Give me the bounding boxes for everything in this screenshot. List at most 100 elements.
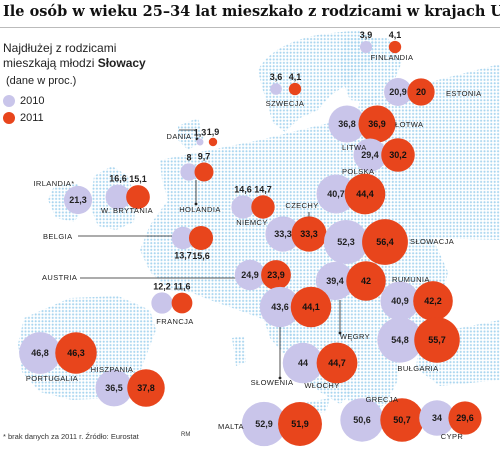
country-label-finlandia: FINLANDIA [371, 53, 414, 62]
value-2011-rumunia: 42,2 [424, 296, 442, 306]
country-holandia: 8 9,7 HOLANDIA [179, 152, 220, 214]
bubble-2010-portugalia [19, 332, 61, 374]
country-label-dania: DANIA [167, 132, 192, 141]
legend-label-2011: 2011 [20, 112, 44, 124]
legend-swatch-2011 [3, 112, 15, 125]
bubble-2010-litwa [353, 138, 387, 172]
country-label-szwecja: SZWECJA [266, 99, 305, 108]
bubble-2010-słowacja [323, 219, 369, 265]
value-2010-polska: 40,7 [327, 189, 345, 199]
country-label-w-brytania: W. BRYTANIA [101, 206, 153, 215]
value-2010-austria: 24,9 [241, 270, 259, 280]
bubble-2010-finlandia [359, 40, 373, 54]
country-label-włochy: WŁOCHY [304, 381, 339, 390]
value-2011-austria: 23,9 [267, 270, 285, 280]
value-2011-łotwa: 36,9 [368, 119, 386, 129]
value-2010-bułgaria: 54,8 [391, 335, 409, 345]
country-label-litwa: LITWA [342, 143, 367, 152]
bubble-2010-belgia [171, 226, 195, 250]
country-label-estonia: ESTONIA [446, 89, 482, 98]
legend-item-2010: 2010 [3, 95, 44, 108]
bubble-2010-rumunia [380, 281, 420, 321]
value-2011-malta: 51,9 [291, 419, 309, 429]
country-słowenia: 43,6 44,1 SŁOWENIA [251, 286, 332, 387]
value-2010-finlandia: 3,9 [360, 30, 373, 40]
bubble-2010-malta [241, 401, 287, 447]
bubble-2011-estonia [407, 78, 435, 106]
country-label-polska: POLSKA [342, 167, 374, 176]
bubble-2010-austria [234, 259, 266, 291]
bubble-2011-belgia [188, 225, 214, 251]
value-2011-w-brytania: 15,1 [129, 174, 147, 184]
country-malta: 52,9 51,9 MALTA [218, 401, 322, 447]
bubble-2011-słowenia [290, 286, 332, 328]
value-2010-szwecja: 3,6 [270, 72, 283, 82]
country-niemcy: 14,6 14,7 NIEMCY [231, 184, 275, 227]
bubble-2011-bułgaria [414, 317, 460, 363]
value-2011-włochy: 44,7 [328, 358, 346, 368]
bubble-2011-grecja [380, 398, 424, 442]
bubble-2010-holandia [180, 163, 198, 181]
country-cypr: 34 29,6 CYPR [419, 400, 482, 441]
bubble-2011-portugalia [55, 332, 97, 374]
value-2010-włochy: 44 [298, 358, 308, 368]
bubble-2011-szwecja [288, 82, 302, 96]
country-label-malta: MALTA [218, 422, 244, 431]
value-2011-niemcy: 14,7 [254, 184, 272, 194]
value-2010-słowacja: 52,3 [337, 237, 355, 247]
bubble-2010-polska [316, 174, 356, 214]
bubble-2011-polska [344, 173, 386, 215]
bubble-2011-niemcy [251, 195, 275, 219]
value-2010-łotwa: 36,8 [338, 119, 356, 129]
country-włochy: 44 44,7 WŁOCHY [282, 342, 358, 390]
leader-dot-słowenia [278, 376, 282, 380]
bubble-2011-węgry [346, 261, 386, 301]
legend-item-2011: 2011 [3, 112, 44, 125]
value-2011-belgia: 15,6 [192, 251, 210, 261]
bubble-2010-szwecja [270, 83, 282, 95]
country-w-brytania: 16,6 15,1 W. BRYTANIA [101, 174, 153, 215]
country-słowacja: 52,3 56,4 SŁOWACJA [323, 219, 454, 265]
value-2011-portugalia: 46,3 [67, 348, 85, 358]
bubble-2011-łotwa [358, 105, 396, 143]
subtitle: Najdłużej z rodzicami mieszkają młodzi S… [3, 41, 146, 71]
value-2011-cypr: 29,6 [456, 413, 474, 423]
country-label-bułgaria: BUŁGARIA [397, 364, 438, 373]
value-2010-czechy: 33,3 [274, 229, 292, 239]
bubble-2010-bułgaria [377, 317, 423, 363]
value-2010-hiszpania: 36,5 [105, 383, 123, 393]
country-czechy: 33,3 33,3 CZECHY [265, 201, 327, 252]
country-label-irlandia: IRLANDIA* [33, 179, 74, 188]
value-2011-holandia: 9,7 [198, 152, 211, 162]
country-label-grecja: GRECJA [366, 395, 399, 404]
value-2010-dania: 1,3 [194, 128, 207, 138]
bubble-2011-słowacja [362, 219, 408, 265]
country-dania: 1,3 1,9 DANIA [167, 127, 219, 147]
credit: RM [181, 432, 191, 438]
bubble-2010-cypr [419, 400, 455, 436]
bubble-2010-włochy [282, 342, 324, 384]
bubble-2011-austria [261, 260, 291, 290]
value-2011-szwecja: 4,1 [289, 72, 302, 82]
value-2010-malta: 52,9 [255, 419, 273, 429]
value-2010-grecja: 50,6 [353, 415, 371, 425]
country-label-łotwa: ŁOTWA [395, 120, 423, 129]
bubble-2011-w-brytania [126, 185, 150, 209]
country-grecja: 50,6 50,7 GRECJA [340, 395, 424, 442]
value-2010-niemcy: 14,6 [234, 184, 252, 194]
country-rumunia: 40,9 42,2 RUMUNIA [380, 275, 453, 321]
value-2011-finlandia: 4,1 [389, 30, 402, 40]
legend-swatch-2010 [3, 95, 15, 108]
subtitle-line2-prefix: mieszkają młodzi [3, 56, 98, 70]
country-label-portugalia: PORTUGALIA [26, 374, 78, 383]
value-2010-w-brytania: 16,6 [109, 174, 127, 184]
value-2011-bułgaria: 55,7 [428, 335, 446, 345]
value-2011-czechy: 33,3 [300, 229, 318, 239]
value-2011-grecja: 50,7 [393, 415, 411, 425]
bubble-2010-irlandia [63, 185, 93, 215]
value-2011-węgry: 42 [361, 276, 371, 286]
value-2011-słowacja: 56,4 [376, 237, 394, 247]
bubble-2011-czechy [291, 216, 327, 252]
bubble-2011-dania [208, 137, 218, 147]
country-label-rumunia: RUMUNIA [392, 275, 430, 284]
